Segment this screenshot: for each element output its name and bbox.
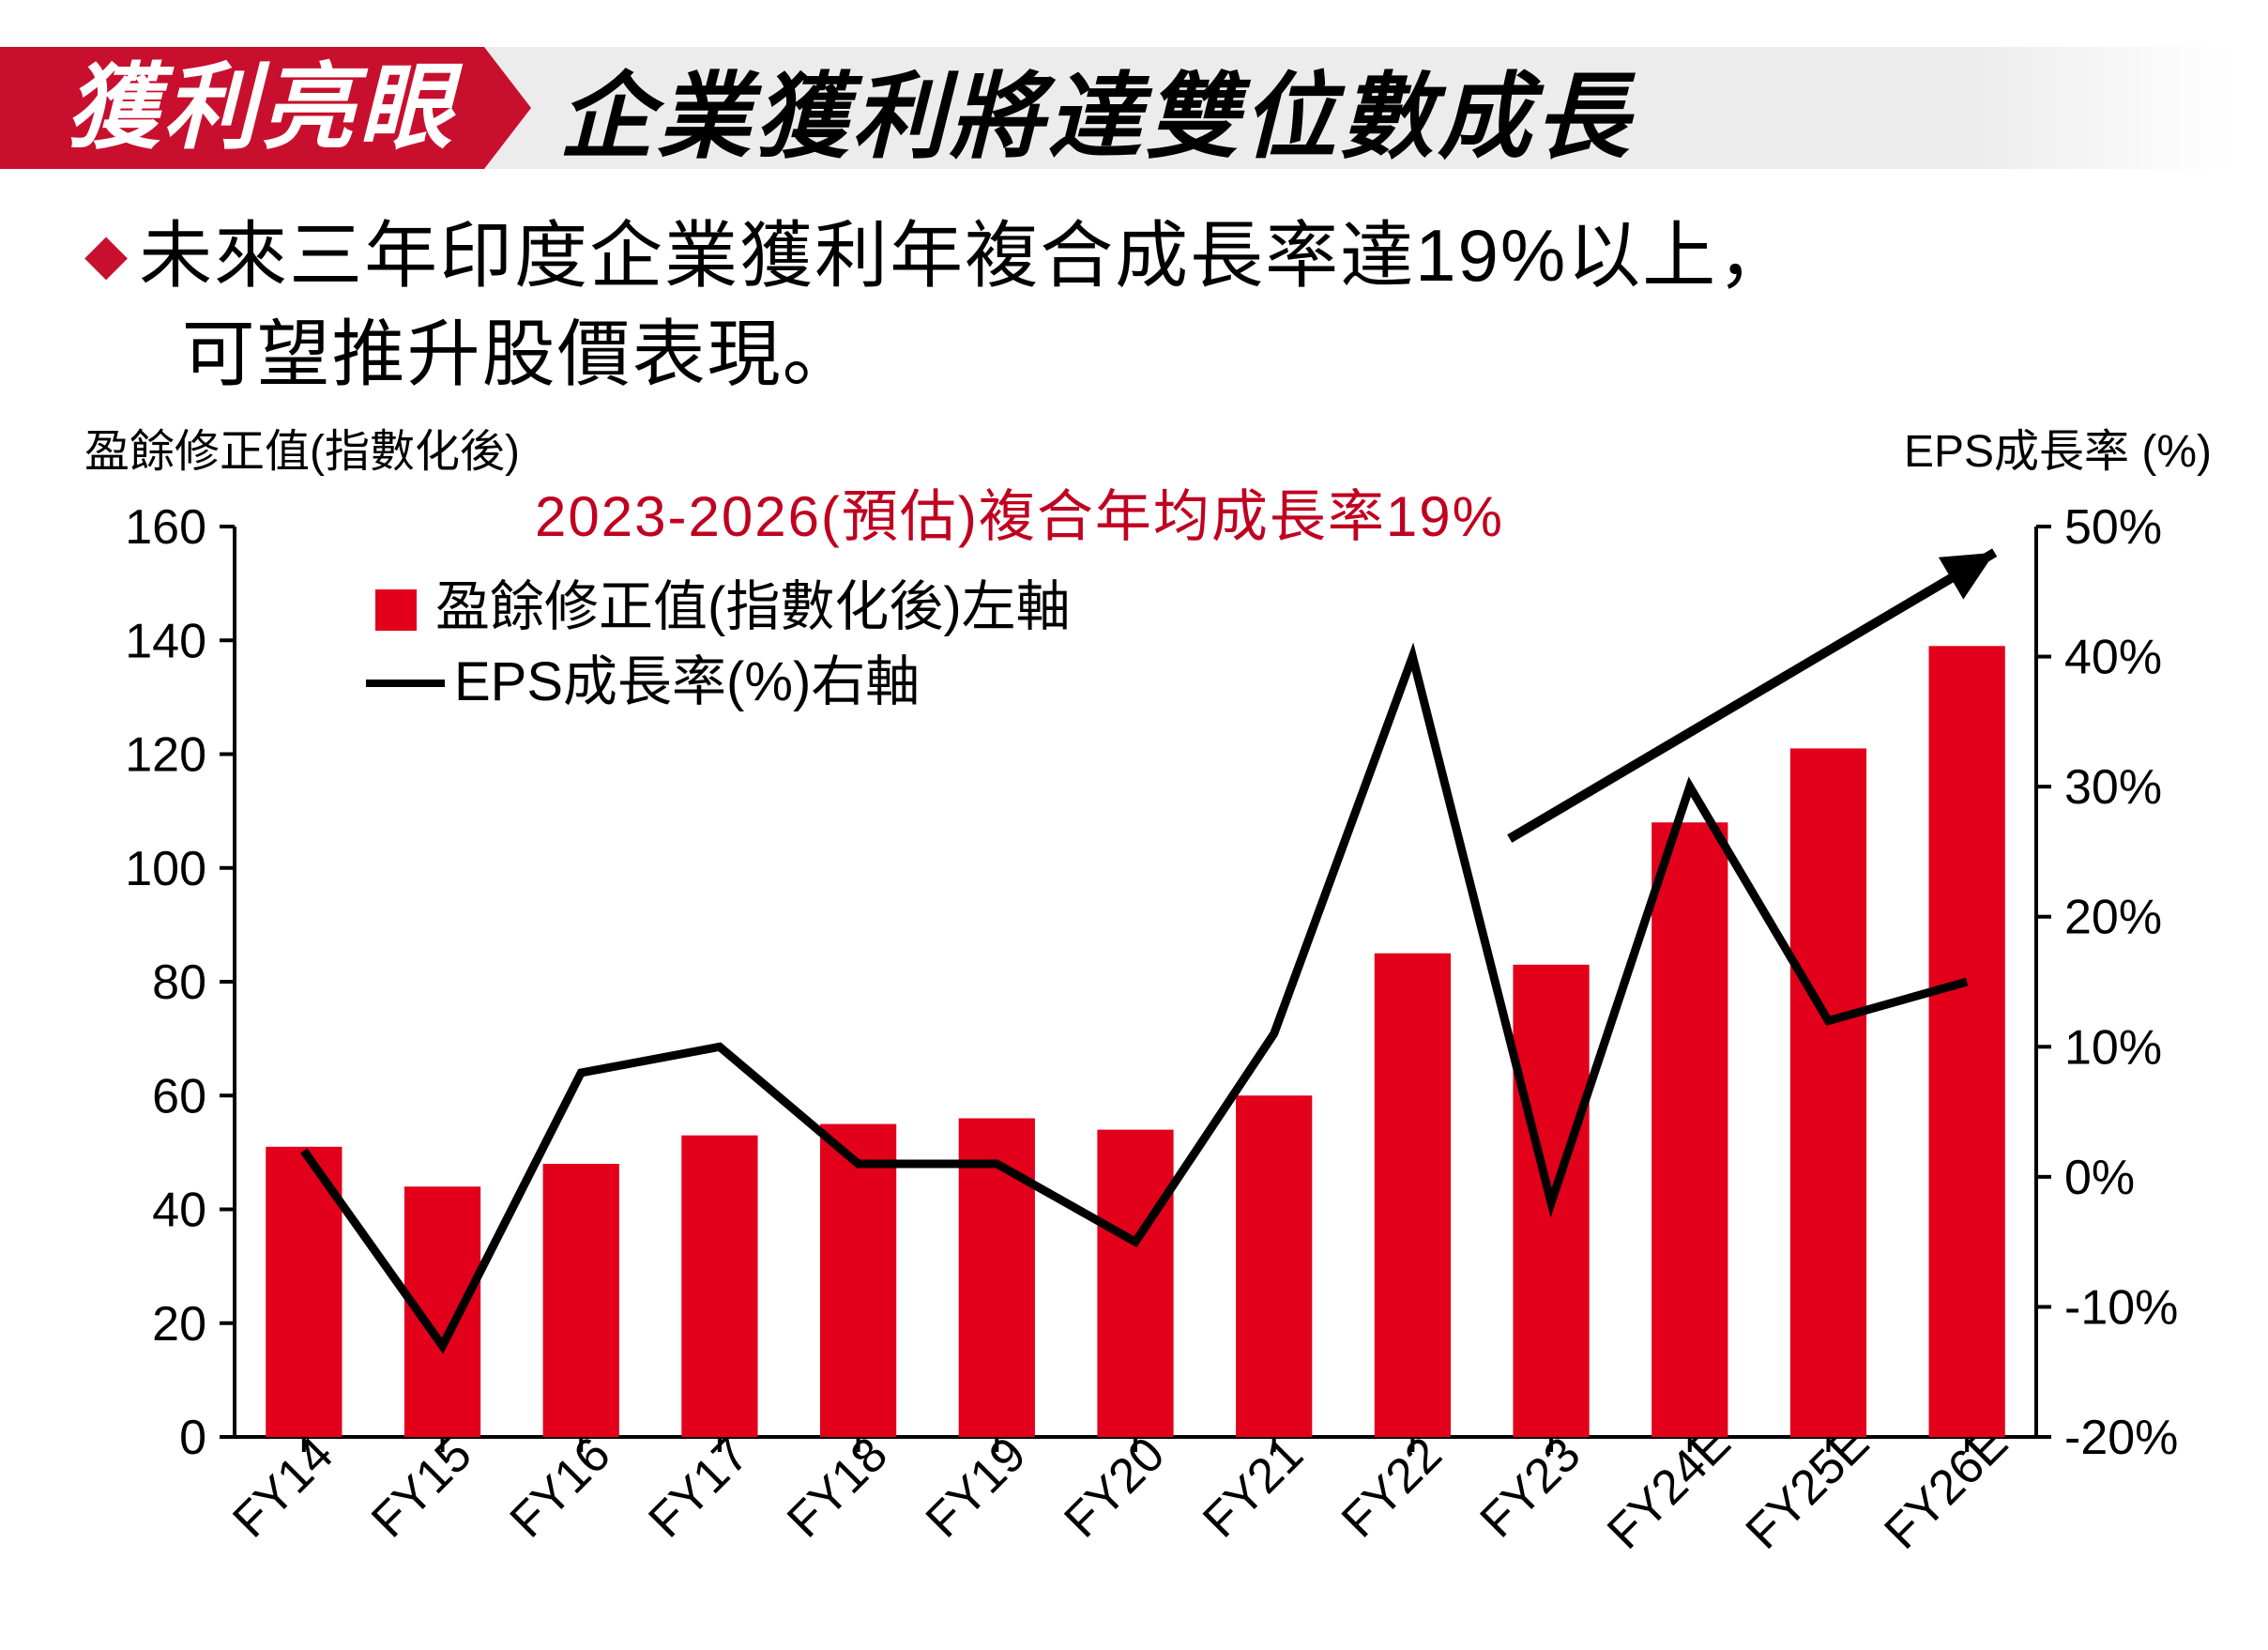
svg-text:EPS成長率(%)右軸: EPS成長率(%)右軸 — [454, 651, 920, 712]
svg-text:80: 80 — [152, 955, 206, 1010]
bullet-line1: 未來三年印度企業獲利年複合成長率達19%以上， — [139, 214, 1792, 297]
svg-text:-20%: -20% — [2064, 1411, 2178, 1465]
svg-text:20: 20 — [152, 1296, 206, 1351]
svg-text:FY16: FY16 — [500, 1427, 621, 1548]
svg-text:2023-2026(預估)複合年均成長率19%: 2023-2026(預估)複合年均成長率19% — [535, 485, 1504, 548]
bullet-line2: 可望推升股價表現。 — [182, 313, 858, 395]
svg-text:FY22: FY22 — [1332, 1427, 1453, 1548]
svg-text:30%: 30% — [2064, 760, 2162, 815]
header-badge: 獲利亮眼 — [0, 47, 484, 169]
svg-text:20%: 20% — [2064, 890, 2162, 944]
badge-wrap: 獲利亮眼 — [0, 47, 484, 169]
svg-text:FY19: FY19 — [916, 1427, 1037, 1548]
svg-text:40: 40 — [152, 1183, 206, 1237]
svg-text:140: 140 — [125, 614, 206, 668]
svg-text:40%: 40% — [2064, 630, 2162, 684]
svg-text:0%: 0% — [2064, 1150, 2135, 1204]
svg-text:FY18: FY18 — [777, 1427, 898, 1548]
svg-text:FY14: FY14 — [222, 1427, 343, 1548]
bullet-text: ◆未來三年印度企業獲利年複合成長率達19%以上， ◆ 可望推升股價表現。 — [84, 206, 2193, 405]
svg-text:FY17: FY17 — [638, 1427, 759, 1548]
svg-text:120: 120 — [125, 727, 206, 782]
header-subtitle: 企業獲利將達雙位數成長 — [484, 47, 2230, 169]
chart-area: 盈餘修正值(指數化後) EPS成長率 (%) 0 20 40 60 80 100 120 14… — [84, 414, 2212, 1587]
svg-text:160: 160 — [125, 500, 206, 555]
svg-text:100: 100 — [125, 841, 206, 895]
y-right-title: EPS成長率 (%) — [1904, 414, 2212, 480]
header: 獲利亮眼 企業獲利將達雙位數成長 — [0, 47, 2230, 169]
svg-text:50%: 50% — [2064, 500, 2162, 555]
svg-text:FY21: FY21 — [1193, 1427, 1314, 1548]
svg-text:0: 0 — [179, 1411, 206, 1465]
svg-text:60: 60 — [152, 1069, 206, 1123]
chart-svg: 0 20 40 60 80 100 120 140 160 -20% -10% 0% 10% 20% 30%… — [84, 414, 2205, 1587]
svg-text:FY20: FY20 — [1055, 1427, 1176, 1548]
svg-text:盈餘修正值(指數化後)左軸: 盈餘修正值(指數化後)左軸 — [435, 576, 1071, 637]
diamond-icon: ◆ — [84, 216, 129, 292]
svg-text:-10%: -10% — [2064, 1280, 2178, 1335]
svg-text:FY23: FY23 — [1470, 1427, 1591, 1548]
svg-text:FY15: FY15 — [361, 1427, 482, 1548]
svg-text:10%: 10% — [2064, 1020, 2162, 1075]
y-left-title: 盈餘修正值(指數化後) — [84, 414, 520, 480]
